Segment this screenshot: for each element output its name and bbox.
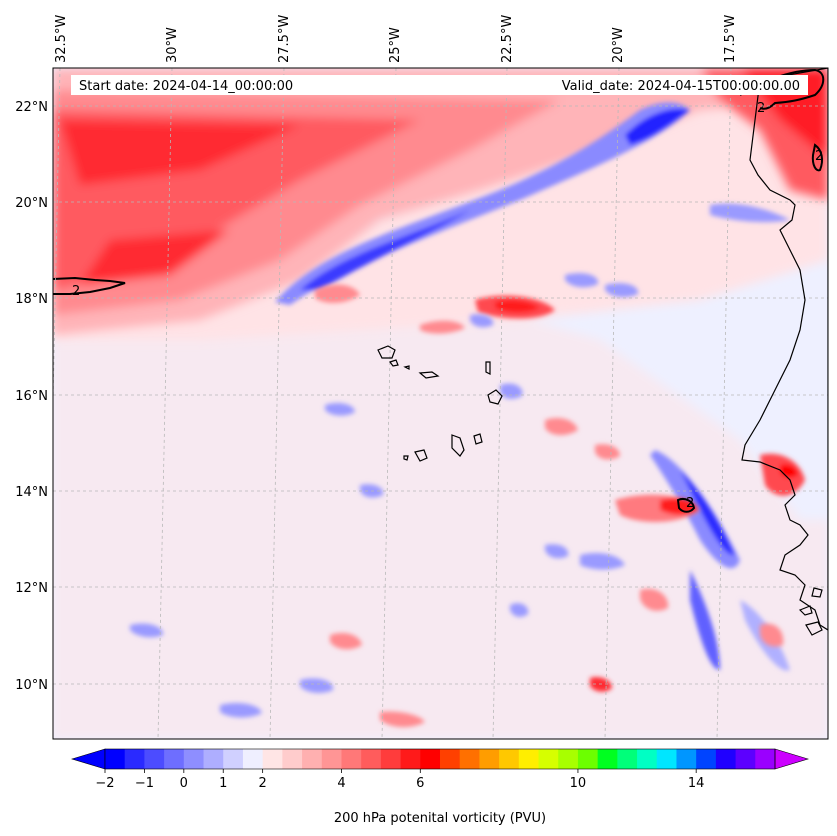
longitude-labels: 32.5°W 30°W 27.5°W 25°W 22.5°W 20°W 17.5… <box>54 15 738 63</box>
island-santiago <box>451 434 465 457</box>
island-fogo <box>414 449 428 462</box>
island-sao-vicente <box>389 359 399 367</box>
lon-label: 32.5°W <box>54 15 69 63</box>
island-boa-vista <box>487 389 503 405</box>
colorbar-cell <box>518 749 540 769</box>
colorbar-cell <box>577 749 599 769</box>
contour-west <box>53 276 126 295</box>
colorbar-tick-label: 6 <box>416 776 424 791</box>
colorbar-tick-label: 1 <box>219 776 227 791</box>
cape-verde-islands <box>377 345 503 462</box>
colorbar: −2 −1 0 1 2 4 6 10 14 200 hPa potenital vorticit… <box>70 748 810 826</box>
colorbar-cell <box>262 749 283 769</box>
date-header-box <box>71 75 808 95</box>
colorbar-cell <box>735 749 756 769</box>
colorbar-under-arrow <box>70 748 106 770</box>
colorbar-tick-label: 4 <box>337 776 345 791</box>
colorbar-ticks: −2 −1 0 1 2 4 6 10 14 <box>95 769 704 791</box>
colorbar-cell <box>676 749 697 769</box>
colorbar-cell <box>597 749 618 769</box>
lon-label: 27.5°W <box>277 15 292 63</box>
island-sao-nicolau <box>418 371 440 379</box>
map-frame <box>52 67 829 740</box>
island-maio <box>473 433 483 445</box>
colorbar-cell <box>302 749 323 769</box>
colorbar-tick-label: −1 <box>135 776 154 791</box>
lat-label: 10°N <box>15 678 48 693</box>
contour-label-west: 2 <box>72 284 80 299</box>
colorbar-cell <box>617 749 638 769</box>
contour-label-southeast: 2 <box>686 496 694 511</box>
colorbar-cell <box>459 749 481 769</box>
lat-label: 22°N <box>15 100 48 115</box>
colorbar-cell <box>223 749 244 769</box>
colorbar-cell <box>361 749 382 769</box>
colorbar-cell <box>282 749 303 769</box>
map-panel: 2 2 2 2 <box>53 68 828 739</box>
island-santa-luzia <box>403 365 410 370</box>
lon-label: 30°W <box>165 27 180 63</box>
colorbar-tick-label: 2 <box>259 776 267 791</box>
colorbar-frame <box>104 748 776 770</box>
african-landmass <box>741 68 828 631</box>
colorbar-cell <box>558 749 579 769</box>
lat-label: 12°N <box>15 581 48 596</box>
colorbar-tick-label: 10 <box>570 776 587 791</box>
colorbar-cell <box>755 749 776 769</box>
island-brava <box>403 455 409 461</box>
map-gridlines <box>53 68 828 739</box>
lon-label: 20°W <box>611 27 626 63</box>
colorbar-cell <box>637 749 658 769</box>
island-santo-antao <box>377 345 396 359</box>
valid-date-label: Valid_date: 2024-04-15T00:00:00.00 <box>562 79 800 94</box>
colorbar-over-arrow <box>774 748 810 770</box>
colorbar-tick-label: −2 <box>95 776 114 791</box>
island-sal <box>485 361 491 375</box>
colorbar-cell <box>203 749 224 769</box>
colorbar-cell <box>656 749 678 769</box>
colorbar-cell <box>242 749 264 769</box>
colorbar-cell <box>321 749 343 769</box>
latitude-labels: 22°N 20°N 18°N 16°N 14°N 12°N 10°N <box>15 100 48 693</box>
contour-east <box>811 143 824 172</box>
colorbar-title: 200 hPa potenital vorticity (PVU) <box>334 811 546 826</box>
colorbar-cells <box>105 749 776 769</box>
lat-label: 14°N <box>15 485 48 500</box>
pv-blue-filament <box>275 102 790 305</box>
colorbar-cell <box>144 749 165 769</box>
colorbar-cell <box>479 749 500 769</box>
colorbar-cell <box>183 749 205 769</box>
colorbar-tick-label: 14 <box>688 776 705 791</box>
start-date-label: Start date: 2024-04-14_00:00:00 <box>79 79 293 94</box>
colorbar-cell <box>105 749 126 769</box>
colorbar-tick-label: 0 <box>180 776 188 791</box>
lon-label: 25°W <box>388 27 403 63</box>
colorbar-cell <box>164 749 185 769</box>
lat-label: 16°N <box>15 389 48 404</box>
colorbar-cell <box>440 749 461 769</box>
colorbar-cell <box>538 749 559 769</box>
colorbar-cell <box>341 749 362 769</box>
contour-label-northeast: 2 <box>757 101 765 116</box>
colorbar-cell <box>380 749 402 769</box>
lon-label: 17.5°W <box>723 15 738 63</box>
colorbar-cell <box>400 749 421 769</box>
colorbar-cell <box>715 749 737 769</box>
coastline <box>741 68 828 636</box>
lat-label: 20°N <box>15 196 48 211</box>
contour-label-east: 2 <box>815 149 823 164</box>
colorbar-cell <box>124 749 146 769</box>
lon-label: 22.5°W <box>500 15 515 63</box>
lat-label: 18°N <box>15 292 48 307</box>
colorbar-cell <box>420 749 441 769</box>
colorbar-cell <box>696 749 717 769</box>
contour-southeast <box>676 498 696 513</box>
colorbar-cell <box>499 749 520 769</box>
